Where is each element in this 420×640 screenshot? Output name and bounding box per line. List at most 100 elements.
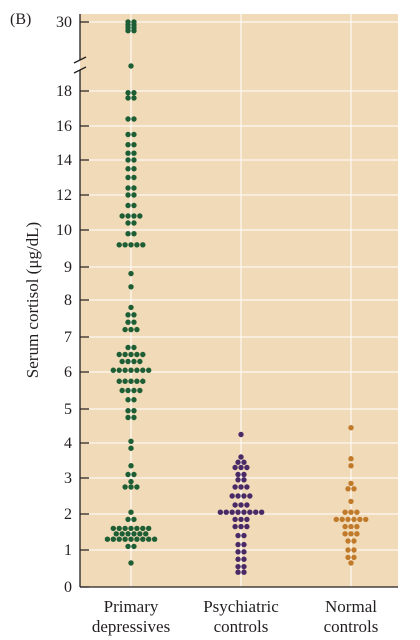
data-point: [131, 142, 137, 148]
category-label: depressives: [92, 617, 170, 636]
data-point: [125, 408, 131, 414]
category-label: Normal: [325, 597, 377, 616]
y-tick-label: 30: [56, 14, 72, 31]
data-point: [131, 543, 137, 550]
data-point: [131, 397, 137, 403]
data-point: [119, 213, 125, 219]
data-point: [110, 525, 117, 532]
data-point: [348, 425, 354, 431]
data-point: [128, 438, 134, 444]
data-point: [125, 131, 131, 138]
data-point: [241, 493, 247, 499]
data-point: [131, 213, 137, 219]
data-point: [241, 556, 247, 562]
data-point: [125, 174, 131, 181]
data-point: [235, 541, 241, 548]
data-point: [128, 463, 134, 469]
data-point: [354, 523, 360, 530]
data-point: [348, 463, 354, 469]
data-point: [354, 509, 360, 515]
data-point: [345, 538, 351, 544]
data-point: [131, 408, 137, 414]
data-point: [241, 459, 247, 465]
data-point: [125, 150, 131, 156]
data-point: [131, 150, 137, 156]
data-point: [134, 536, 140, 542]
data-point: [125, 319, 131, 325]
y-tick-label: 7: [64, 329, 72, 346]
data-points: [104, 19, 369, 575]
data-point: [125, 516, 131, 523]
data-point: [244, 502, 250, 508]
data-point: [217, 509, 224, 515]
data-point: [125, 142, 131, 148]
data-point: [140, 525, 146, 532]
data-point: [235, 471, 241, 478]
data-point: [223, 509, 229, 515]
data-point: [122, 242, 128, 248]
data-point: [151, 536, 158, 542]
data-point: [116, 378, 122, 384]
data-point: [125, 358, 131, 365]
data-point: [125, 471, 131, 478]
data-point: [128, 304, 134, 311]
data-point: [241, 509, 247, 515]
category-label: controls: [214, 617, 269, 636]
data-point: [125, 344, 131, 351]
data-point: [116, 242, 122, 248]
data-point: [131, 516, 137, 523]
data-point: [131, 471, 137, 478]
data-point: [104, 536, 111, 542]
data-point: [125, 95, 131, 101]
data-point: [235, 556, 241, 562]
y-axis-label: Serum cortisol (μg/dL): [23, 222, 42, 378]
data-point: [125, 90, 131, 96]
data-point: [131, 231, 137, 237]
data-point: [235, 459, 241, 465]
y-tick-label: 12: [56, 187, 72, 204]
grid-lines: [80, 14, 398, 587]
y-tick-label: 6: [64, 364, 72, 381]
data-point: [140, 351, 146, 358]
data-point: [247, 509, 253, 515]
data-point: [125, 414, 131, 421]
data-point: [128, 63, 134, 69]
data-point: [125, 397, 131, 403]
data-point: [351, 486, 357, 492]
data-point: [238, 464, 244, 471]
data-point: [134, 326, 140, 333]
data-point: [122, 326, 128, 333]
data-point: [244, 523, 250, 530]
data-point: [128, 509, 134, 515]
data-point: [357, 516, 363, 523]
axis-break-mark: [73, 66, 87, 74]
data-point: [125, 116, 131, 122]
data-point: [131, 192, 137, 198]
data-point: [232, 464, 238, 471]
category-labels: PrimarydepressivesPsychiatriccontrolsNor…: [92, 597, 379, 636]
data-point: [131, 358, 137, 365]
data-point: [348, 509, 354, 515]
data-point: [131, 174, 137, 181]
panel-label: (B): [10, 11, 31, 28]
y-tick-label: 3: [64, 470, 72, 487]
data-point: [125, 531, 131, 537]
data-point: [131, 90, 137, 96]
data-point: [125, 202, 131, 209]
data-point: [241, 569, 247, 575]
data-point: [131, 202, 137, 209]
data-point: [348, 531, 354, 537]
data-point: [241, 477, 247, 483]
data-point: [140, 378, 146, 384]
data-point: [119, 531, 125, 537]
data-point: [244, 464, 250, 471]
data-point: [247, 493, 253, 499]
data-point: [137, 213, 143, 219]
y-tick-label: 5: [64, 401, 72, 418]
data-point: [131, 344, 137, 351]
y-tick-label: 14: [56, 152, 72, 169]
data-point: [131, 131, 137, 138]
data-point: [128, 478, 134, 485]
data-point: [113, 531, 119, 537]
